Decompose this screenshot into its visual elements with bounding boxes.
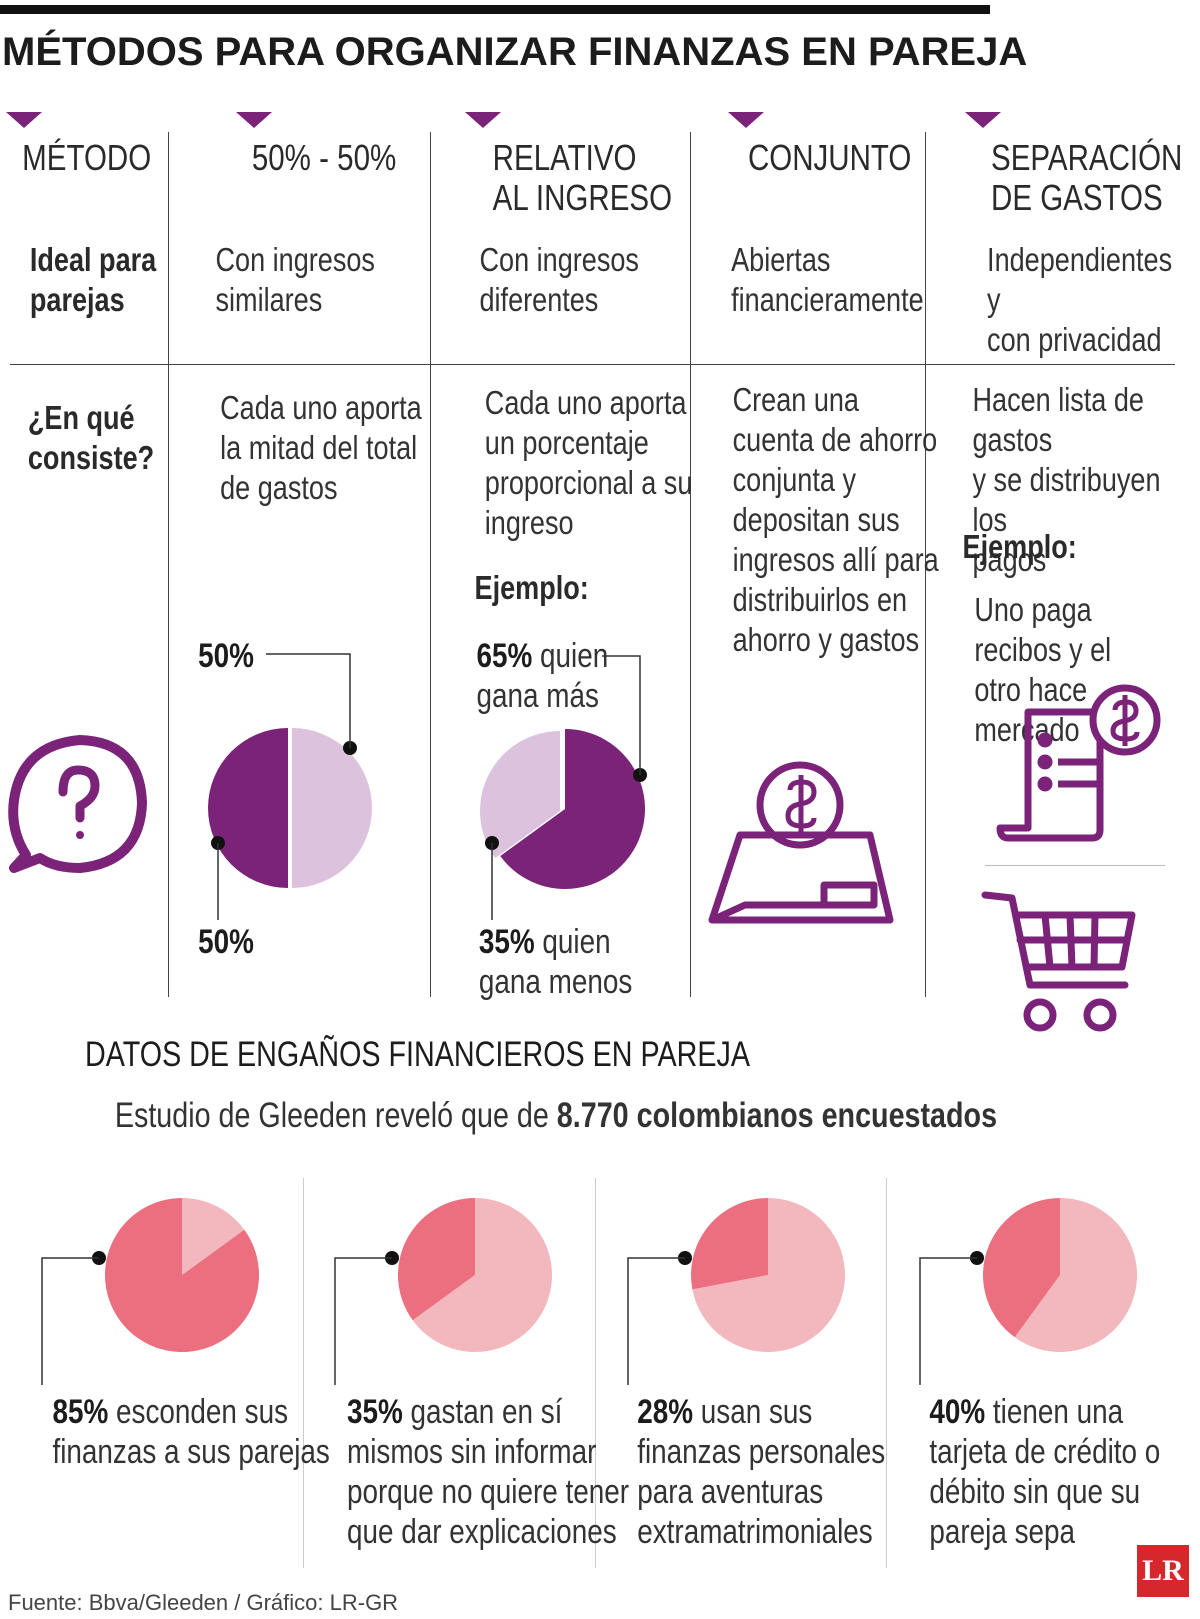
stat-pie-3-value	[983, 1198, 1060, 1338]
ideal-50-50: Con ingresos similares	[215, 241, 375, 318]
stat-divider	[303, 1178, 304, 1568]
pie2-label-bottom: 35% quien gana menos	[478, 923, 633, 1001]
stat-label-40: 40% tienen una tarjeta de crédito o débi…	[929, 1393, 1161, 1551]
pie1-label-top: 50%	[198, 637, 254, 675]
pie1-label-bottom: 50%	[198, 923, 254, 961]
ideal-label: Ideal para parejas	[29, 241, 157, 318]
stat-pie-0-leader-line	[41, 1257, 99, 1385]
stat-pie-2-value	[691, 1198, 768, 1290]
icon-divider	[985, 865, 1165, 866]
ideal-relativo: Con ingresos diferentes	[479, 241, 639, 318]
stat-pie-2-leader-line	[627, 1257, 685, 1385]
stat-pie-0-rest	[182, 1198, 245, 1275]
header-conjunto: CONJUNTO	[747, 137, 912, 178]
source-note: Fuente: Bbva/Gleeden / Gráfico: LR-GR	[8, 1590, 399, 1615]
column-divider	[430, 132, 431, 997]
column-divider	[168, 132, 169, 997]
detail-relativo: Cada uno aporta un porcentaje proporcion…	[484, 384, 693, 541]
column-divider	[690, 132, 691, 997]
pie1-leader-line	[266, 653, 351, 748]
column-marker-icon	[728, 112, 764, 128]
lr-logo: LR	[1137, 1545, 1189, 1597]
row-divider	[10, 364, 1175, 365]
stat-pie-1-leader-line	[334, 1257, 392, 1385]
header-50-50: 50% - 50%	[251, 137, 397, 178]
detail-50-50: Cada uno aporta la mitad del total de ga…	[220, 389, 422, 506]
column-divider	[925, 132, 926, 997]
pie2-slice-major	[500, 729, 645, 889]
stat-pie-1-rest	[412, 1198, 552, 1352]
page-title: MÉTODOS PARA ORGANIZAR FINANZAS EN PAREJ…	[2, 30, 1028, 74]
ideal-conjunto: Abiertas financieramente	[731, 241, 924, 318]
example-label-relativo: Ejemplo:	[474, 569, 589, 606]
detail-label: ¿En qué consiste?	[27, 399, 155, 476]
header-relativo: RELATIVO AL INGRESO	[492, 137, 673, 218]
shopping-cart-icon	[981, 891, 1136, 1032]
stat-pie-3-rest	[1014, 1198, 1138, 1352]
header-separacion: SEPARACIÓN DE GASTOS	[991, 137, 1183, 218]
stat-pie-2-rest	[692, 1197, 846, 1352]
stat-pie-1-value	[397, 1198, 475, 1321]
stat-pie-3-leader-line	[919, 1257, 977, 1385]
column-marker-icon	[465, 112, 501, 128]
stat-label-28: 28% usan sus finanzas personales para av…	[637, 1393, 886, 1551]
top-bar	[0, 5, 990, 14]
pie1-slice-right	[292, 728, 372, 888]
ideal-separacion: Independientes y con privacidad	[987, 241, 1173, 358]
pie2-slice-minor	[479, 731, 560, 859]
section-title: DATOS DE ENGAÑOS FINANCIEROS EN PAREJA	[84, 1035, 750, 1074]
piggy-bank-coin-icon	[708, 761, 894, 924]
pie-charts	[41, 653, 1138, 1385]
detail-separacion: Hacen lista de gastos y se distribuyen l…	[972, 381, 1161, 578]
receipt-dollar-icon	[996, 684, 1161, 842]
column-marker-icon	[236, 112, 272, 128]
question-bubble-icon	[8, 735, 147, 873]
pie1-slice-left	[208, 728, 288, 888]
column-marker-icon	[965, 112, 1001, 128]
stat-label-35: 35% gastan en sí mismos sin informar por…	[346, 1393, 630, 1551]
detail-conjunto: Crean una cuenta de ahorro conjunta y de…	[732, 381, 939, 658]
pie2-leader-line	[602, 655, 641, 775]
stat-pie-0-value	[105, 1198, 260, 1352]
pie2-label-top: 65% quien gana más	[476, 637, 609, 715]
example-label-separacion: Ejemplo:	[962, 528, 1077, 565]
column-marker-icon	[6, 112, 42, 128]
header-metodo: MÉTODO	[22, 137, 152, 178]
stat-divider	[886, 1178, 887, 1568]
stat-divider	[595, 1178, 596, 1568]
section-subtitle: Estudio de Gleeden reveló que de 8.770 c…	[114, 1096, 998, 1135]
stat-label-85: 85% esconden sus finanzas a sus parejas	[52, 1393, 330, 1471]
